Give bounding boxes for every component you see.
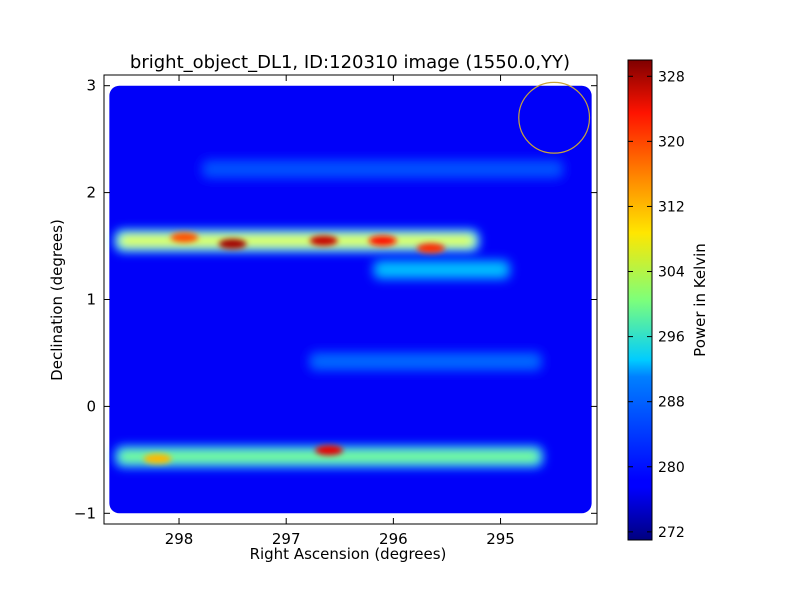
x-tick-label: 298 xyxy=(165,530,194,548)
x-tick-label: 295 xyxy=(486,530,515,548)
x-axis: 298 297 296 295 xyxy=(165,75,515,548)
colorbar-label: Power in Kelvin xyxy=(691,243,709,357)
colorbar-tick-label: 312 xyxy=(658,199,685,215)
heatmap-band xyxy=(307,350,544,373)
colorbar-tick-label: 328 xyxy=(658,69,685,85)
heatmap-band xyxy=(371,258,512,281)
y-axis-label: Declination (degrees) xyxy=(48,219,66,381)
heatmap-band xyxy=(114,445,544,468)
heatmap-hot-spot xyxy=(315,445,344,456)
heatmap-hot-spot xyxy=(170,232,199,243)
colorbar-tick-label: 304 xyxy=(658,265,685,281)
colorbar: 272 280 288 296 304 312 320 328 Power in Kelvin xyxy=(627,59,709,541)
x-tick-label: 297 xyxy=(272,530,301,548)
heatmap-background xyxy=(109,85,592,514)
heatmap-hot-spot xyxy=(218,238,247,249)
heatmap-band xyxy=(200,158,565,181)
circle-marker xyxy=(518,81,591,154)
y-tick-label: 3 xyxy=(86,77,96,95)
heatmap-hot-spot xyxy=(416,243,445,254)
colorbar-tick-label: 320 xyxy=(658,134,685,150)
heatmap-hot-spot xyxy=(143,453,172,464)
heatmap-hot-spot xyxy=(309,235,338,246)
y-tick-label: 0 xyxy=(86,397,96,415)
heatmap-image xyxy=(109,85,592,514)
y-axis: −1 0 1 2 3 xyxy=(74,77,597,522)
colorbar-gradient xyxy=(627,59,653,541)
x-axis-label: Right Ascension (degrees) xyxy=(250,545,447,563)
colorbar-tick-label: 272 xyxy=(658,525,685,541)
x-tick-label: 296 xyxy=(379,530,408,548)
colorbar-tick-label: 296 xyxy=(658,330,685,346)
y-tick-label: 1 xyxy=(86,291,96,309)
heatmap-hot-spot xyxy=(368,235,397,246)
colorbar-tick-label: 288 xyxy=(658,395,685,411)
chart-title: bright_object_DL1, ID:120310 image (1550… xyxy=(130,52,570,73)
y-tick-label: 2 xyxy=(86,184,96,202)
colorbar-tick-label: 280 xyxy=(658,460,685,476)
y-tick-label: −1 xyxy=(74,504,96,522)
